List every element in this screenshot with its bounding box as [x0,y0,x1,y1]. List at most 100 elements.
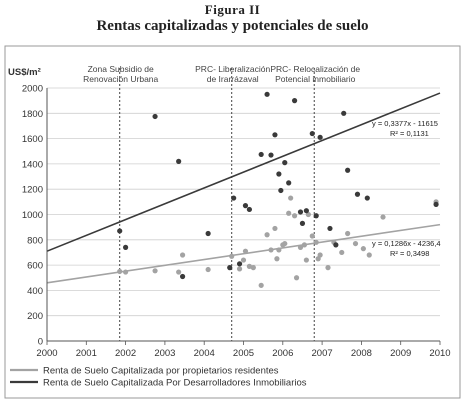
data-point-developers [227,265,233,271]
x-tick-label: 2001 [76,348,97,359]
data-point-developers [297,209,304,215]
data-point-residents [240,257,247,263]
data-point-residents [282,240,288,247]
data-point-residents [274,256,280,262]
data-point-residents [291,213,298,219]
data-point-developers [309,130,315,137]
data-point-developers [286,180,292,186]
data-point-developers [246,206,252,213]
data-point-residents [293,275,300,281]
data-point-residents [366,252,372,258]
data-point-residents [250,265,256,271]
legend-label-residents: Renta de Suelo Capitalizada por propieta… [43,366,279,377]
data-point-developers [268,152,274,158]
data-point-developers [433,201,439,207]
x-tick-label: 2008 [351,348,372,359]
data-point-developers [152,113,158,120]
trend-r-squared: R² = 0,3498 [390,249,429,258]
data-point-developers [341,110,347,116]
data-point-developers [333,242,339,248]
x-tick-label: 2005 [233,348,254,359]
data-point-residents [258,282,264,288]
data-point-residents [317,252,323,258]
data-point-residents [205,266,211,273]
data-point-developers [231,195,237,201]
x-tick-label: 2010 [429,348,450,359]
data-point-developers [345,167,351,173]
data-point-developers [282,160,288,166]
y-tick-label: 1400 [22,159,43,170]
data-point-residents [309,233,315,239]
y-tick-label: 200 [27,311,43,322]
figure-title: Rentas capitalizadas y potenciales de su… [96,18,369,34]
data-point-residents [297,244,304,250]
trend-equation: y = 0,3377x - 11615 [372,119,438,128]
legend: Renta de Suelo Capitalizada por propieta… [10,366,307,389]
x-tick-label: 2004 [194,348,215,359]
data-point-residents [288,195,294,201]
period-annotation-line: PRC- Liberalización [195,64,270,74]
data-point-developers [299,220,306,226]
x-tick-label: 2000 [36,348,57,359]
trend-line-developers [46,92,441,252]
y-tick-label: 400 [27,286,43,297]
data-point-residents [339,249,345,256]
chart-frame [4,45,461,399]
data-point-residents [236,266,243,272]
data-point-residents [360,246,366,252]
trend-r-squared: R² = 0,1131 [390,129,429,138]
data-point-developers [313,213,319,219]
figure-label: Figura II [204,2,261,17]
y-tick-label: 600 [27,261,43,272]
data-point-residents [179,252,186,258]
period-annotation-line: PRC- Relocalización de [270,64,360,74]
data-point-residents [246,263,252,269]
trend-equations: y = 0,1286x - 4236,4R² = 0,3498 y = 0,337… [372,119,441,258]
grid-lines [47,87,440,342]
x-tick-label: 2006 [272,348,293,359]
data-point-residents [303,257,309,263]
period-lines [119,68,315,341]
data-point-residents [352,240,359,247]
y-tick-label: 2000 [22,84,43,95]
data-point-developers [205,230,211,237]
y-tick-label: 1800 [22,109,43,120]
data-point-residents [176,269,182,275]
y-tick-label: 800 [27,235,43,246]
data-point-developers [317,134,323,140]
y-tick-label: 1000 [22,210,43,221]
data-point-residents [345,230,351,237]
x-tick-label: 2002 [115,348,136,359]
data-point-residents [301,242,308,248]
trend-lines [46,92,441,284]
legend-label-developers: Renta de Suelo Capitalizada Por Desarrol… [43,378,307,389]
data-point-developers [276,171,282,177]
data-point-developers [242,203,249,209]
y-axis-label: US$/m² [8,67,41,78]
trend-equation: y = 0,1286x - 4236,4 [372,239,441,248]
period-annotation-line: Potencial inmobiliario [275,74,356,84]
data-point-residents [229,253,235,259]
data-point-developers [236,261,243,267]
period-annotation-line: Zona Subsidio de [88,64,154,74]
data-point-residents [264,232,270,238]
data-point-developers [303,208,309,214]
period-annotation-line: Renovación Urbana [83,74,158,84]
y-tick-label: 1600 [22,134,43,145]
data-point-residents [272,225,278,232]
trend-line-residents [46,223,441,284]
x-tick-label: 2003 [154,348,175,359]
period-annotation-line: de Irarrázaval [207,74,259,84]
data-point-developers [176,158,182,164]
data-point-residents [242,248,249,254]
data-point-residents [325,265,331,271]
axes: 0 200 400 600 800 1000 1200 1400 1600 1800 2000 200… [22,84,451,360]
y-tick-label: 1200 [22,185,43,196]
data-point-residents [276,247,282,253]
data-point-residents [152,268,158,274]
data-point-developers [354,191,361,197]
data-point-developers [258,151,264,158]
data-point-developers [179,273,186,280]
